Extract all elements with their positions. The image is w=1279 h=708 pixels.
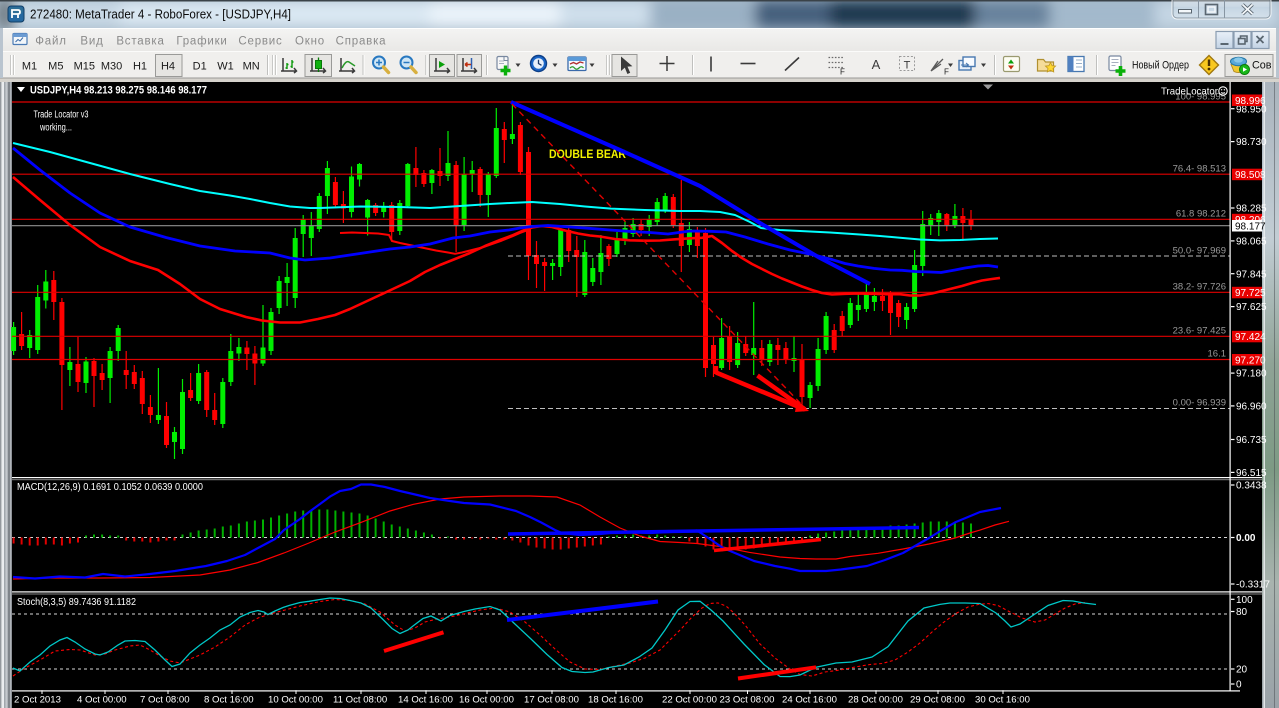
svg-text:23 Oct 08:00: 23 Oct 08:00 — [720, 695, 775, 706]
svg-text:97.845: 97.845 — [1236, 269, 1267, 280]
svg-text:Новый Ордер: Новый Ордер — [1132, 60, 1189, 72]
svg-text:Вид: Вид — [80, 36, 103, 48]
svg-text:M5: M5 — [48, 61, 63, 73]
svg-text:T: T — [904, 60, 911, 72]
svg-text:96.960: 96.960 — [1236, 402, 1267, 413]
svg-text:8 Oct 16:00: 8 Oct 16:00 — [204, 695, 254, 706]
svg-text:M1: M1 — [22, 61, 37, 73]
svg-text:Stoch(8,3,5) 89.7436 91.1182: Stoch(8,3,5) 89.7436 91.1182 — [17, 597, 136, 608]
svg-text:Окно: Окно — [295, 36, 325, 48]
svg-text:0.00- 96.939: 0.00- 96.939 — [1173, 398, 1226, 409]
svg-text:11 Oct 08:00: 11 Oct 08:00 — [333, 695, 387, 706]
svg-text:MN: MN — [243, 61, 260, 73]
svg-text:98.730: 98.730 — [1236, 137, 1267, 148]
svg-text:0: 0 — [1236, 680, 1242, 691]
svg-text:18 Oct 16:00: 18 Oct 16:00 — [588, 695, 643, 706]
svg-text:61.8 98.212: 61.8 98.212 — [1176, 209, 1226, 220]
svg-text:MACD(12,26,9) 0.1691 0.1052 0.: MACD(12,26,9) 0.1691 0.1052 0.0639 0.000… — [17, 482, 203, 493]
svg-text:98.950: 98.950 — [1236, 104, 1267, 115]
svg-text:98.508: 98.508 — [1235, 170, 1266, 181]
svg-text:Вставка: Вставка — [116, 36, 164, 48]
svg-text:23.6- 97.425: 23.6- 97.425 — [1173, 326, 1226, 337]
svg-text:76.4- 98.513: 76.4- 98.513 — [1173, 164, 1226, 175]
svg-text:Файл: Файл — [35, 36, 66, 48]
svg-text:98.177: 98.177 — [1235, 221, 1266, 232]
svg-text:Графики: Графики — [176, 36, 227, 48]
svg-text:97.625: 97.625 — [1236, 302, 1267, 313]
svg-text:16 Oct 00:00: 16 Oct 00:00 — [459, 695, 514, 706]
svg-text:16.1: 16.1 — [1208, 349, 1227, 360]
svg-text:0.3438: 0.3438 — [1236, 481, 1267, 492]
svg-text:4 Oct 00:00: 4 Oct 00:00 — [77, 695, 127, 706]
svg-text:H4: H4 — [161, 61, 175, 73]
svg-text:Сов: Сов — [1252, 60, 1272, 72]
svg-text:0.00: 0.00 — [1236, 533, 1256, 544]
svg-text:TradeLocator: TradeLocator — [1161, 86, 1218, 98]
svg-text:M15: M15 — [74, 61, 95, 73]
svg-text:22 Oct 00:00: 22 Oct 00:00 — [662, 695, 717, 706]
svg-text:7 Oct 08:00: 7 Oct 08:00 — [140, 695, 190, 706]
svg-text:80: 80 — [1236, 607, 1248, 618]
svg-text:W1: W1 — [217, 61, 234, 73]
svg-text:24 Oct 16:00: 24 Oct 16:00 — [782, 695, 837, 706]
svg-text:272480: MetaTrader 4 - RoboFor: 272480: MetaTrader 4 - RoboForex - [USDJ… — [30, 8, 291, 22]
svg-text:M30: M30 — [101, 61, 122, 73]
svg-text:97.270: 97.270 — [1235, 355, 1266, 366]
svg-text:20: 20 — [1236, 665, 1248, 676]
svg-text:10 Oct 00:00: 10 Oct 00:00 — [268, 695, 323, 706]
svg-text:98.065: 98.065 — [1236, 237, 1267, 248]
svg-text:28 Oct 00:00: 28 Oct 00:00 — [848, 695, 903, 706]
svg-text:38.2- 97.726: 38.2- 97.726 — [1173, 282, 1226, 293]
svg-text:96.515: 96.515 — [1236, 468, 1267, 479]
svg-text:100: 100 — [1236, 595, 1253, 606]
svg-text:97.725: 97.725 — [1235, 288, 1266, 299]
svg-text:D1: D1 — [193, 61, 207, 73]
svg-text:USDJPY,H4 98.213 98.275 98.14: USDJPY,H4 98.213 98.275 98.146 98.177 — [30, 85, 207, 97]
svg-text:97.180: 97.180 — [1236, 369, 1267, 380]
svg-text:F: F — [840, 68, 845, 77]
svg-text:F: F — [944, 68, 949, 77]
svg-text:100- 98.995: 100- 98.995 — [1175, 92, 1226, 103]
svg-text:97.424: 97.424 — [1235, 332, 1266, 343]
svg-text:30 Oct 16:00: 30 Oct 16:00 — [975, 695, 1030, 706]
svg-text:98.996: 98.996 — [1235, 96, 1266, 107]
svg-text:17 Oct 08:00: 17 Oct 08:00 — [524, 695, 579, 706]
svg-text:Trade Locator v3: Trade Locator v3 — [34, 110, 89, 121]
svg-text:DOUBLE BEAR: DOUBLE BEAR — [549, 149, 627, 161]
svg-text:2 Oct 2013: 2 Oct 2013 — [14, 695, 61, 706]
svg-text:98.285: 98.285 — [1236, 204, 1267, 215]
svg-text:14 Oct 16:00: 14 Oct 16:00 — [398, 695, 453, 706]
svg-text:96.735: 96.735 — [1236, 435, 1267, 446]
svg-text:-0.3317: -0.3317 — [1236, 580, 1270, 591]
svg-text:50.0- 97.969: 50.0- 97.969 — [1173, 246, 1226, 257]
svg-text:A: A — [872, 57, 881, 72]
svg-text:Сервис: Сервис — [238, 36, 282, 48]
svg-text:29 Oct 08:00: 29 Oct 08:00 — [910, 695, 965, 706]
svg-text:working...: working... — [39, 123, 72, 134]
svg-text:H1: H1 — [133, 61, 147, 73]
svg-text:Справка: Справка — [336, 36, 387, 48]
